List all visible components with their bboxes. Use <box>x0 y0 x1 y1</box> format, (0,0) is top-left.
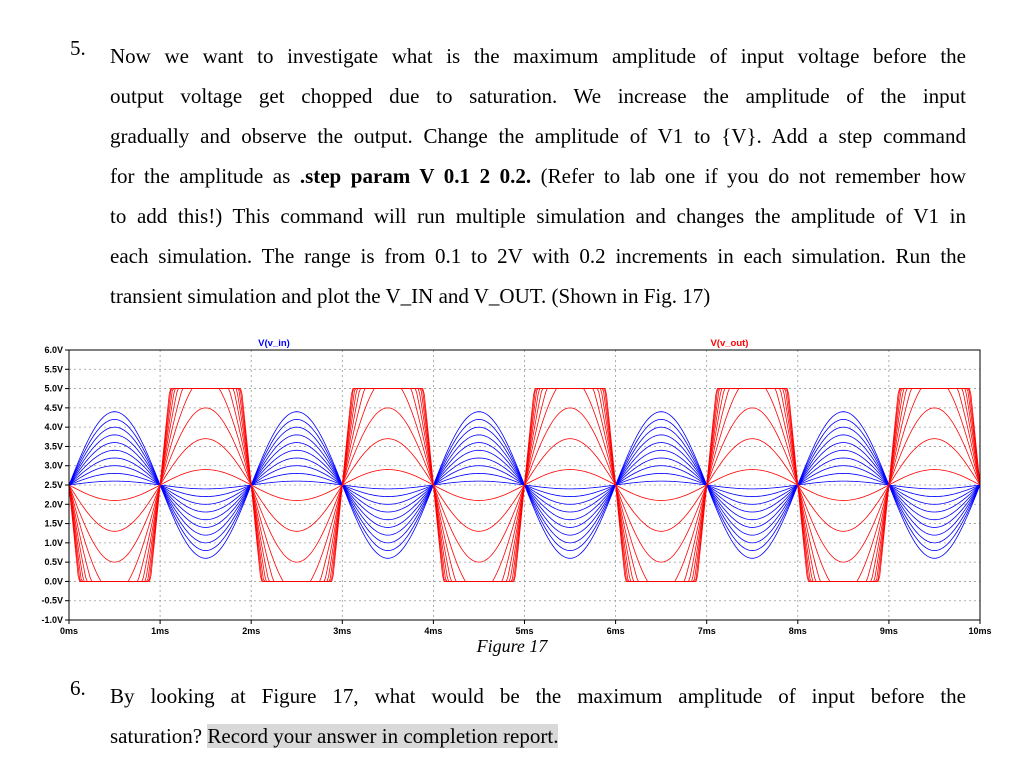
x-tick-label: 7ms <box>698 626 716 636</box>
x-tick-label: 1ms <box>151 626 169 636</box>
x-tick-label: 8ms <box>789 626 807 636</box>
question-5-line: for the amplitude as .step param V 0.1 2… <box>110 156 966 196</box>
question-5-line: output voltage get chopped due to satura… <box>110 84 966 108</box>
question-5-text: Now we want to investigate what is the m… <box>110 36 966 316</box>
figure-caption: Figure 17 <box>476 636 548 656</box>
completion-report-highlight: Record your answer in completion report. <box>207 724 559 748</box>
y-tick-label: 4.0V <box>44 422 63 432</box>
y-tick-label: 3.5V <box>44 441 63 451</box>
question-6-line: By looking at Figure 17, what would be t… <box>110 684 966 708</box>
question-5-number: 5. <box>70 36 86 60</box>
y-tick-label: -0.5V <box>41 596 63 606</box>
y-tick-label: -1.0V <box>41 615 63 625</box>
x-tick-label: 6ms <box>607 626 625 636</box>
step-command: .step param V 0.1 2 0.2. <box>299 164 532 188</box>
plot-traces <box>68 388 981 582</box>
text-run: for the amplitude as <box>110 164 300 188</box>
question-6-plain: saturation? <box>110 724 208 748</box>
question-5-line: transient simulation and plot the V_IN a… <box>110 284 711 308</box>
y-tick-label: 2.5V <box>44 480 63 490</box>
question-5-line: gradually and observe the output. Change… <box>110 124 966 148</box>
plot-grid <box>69 350 980 620</box>
x-tick-label: 10ms <box>968 626 991 636</box>
question-5-line: each simulation. The range is from 0.1 t… <box>110 244 966 268</box>
question-5-line: to add this!) This command will run mult… <box>110 204 966 228</box>
x-tick-label: 3ms <box>333 626 351 636</box>
y-tick-label: 5.0V <box>44 384 63 394</box>
y-tick-label: 0.5V <box>44 557 63 567</box>
y-tick-label: 1.0V <box>44 538 63 548</box>
x-tick-label: 2ms <box>242 626 260 636</box>
y-tick-label: 5.5V <box>44 364 63 374</box>
plot-ticks: 0ms 1ms 2ms 3ms 4ms 5ms 6ms 7ms 8ms 9ms 10ms 6.0V 5.… <box>41 345 991 636</box>
x-tick-label: 0ms <box>60 626 78 636</box>
trace-labels: V(v_in) V(v_out) <box>258 338 748 349</box>
x-tick-label: 9ms <box>880 626 898 636</box>
y-tick-label: 0.0V <box>44 576 63 586</box>
trace-label-v-in: V(v_in) <box>258 338 290 349</box>
y-tick-label: 6.0V <box>44 345 63 355</box>
x-tick-label: 4ms <box>424 626 442 636</box>
text-run: (Refer to lab one if you do not remember… <box>531 164 966 188</box>
question-6-line: saturation? Record your answer in comple… <box>110 716 966 756</box>
y-tick-label: 3.0V <box>44 461 63 471</box>
trace-v-out-step <box>68 388 981 582</box>
question-5-line: Now we want to investigate what is the m… <box>110 44 966 68</box>
transient-plot: 0ms 1ms 2ms 3ms 4ms 5ms 6ms 7ms 8ms 9ms 10ms 6.0V 5.… <box>41 338 991 636</box>
question-6-number: 6. <box>70 676 86 700</box>
question-6-text: By looking at Figure 17, what would be t… <box>110 676 966 756</box>
y-tick-label: 1.5V <box>44 519 63 529</box>
y-tick-label: 4.5V <box>44 403 63 413</box>
y-tick-label: 2.0V <box>44 499 63 509</box>
trace-label-v-out: V(v_out) <box>710 338 748 349</box>
x-tick-label: 5ms <box>515 626 533 636</box>
